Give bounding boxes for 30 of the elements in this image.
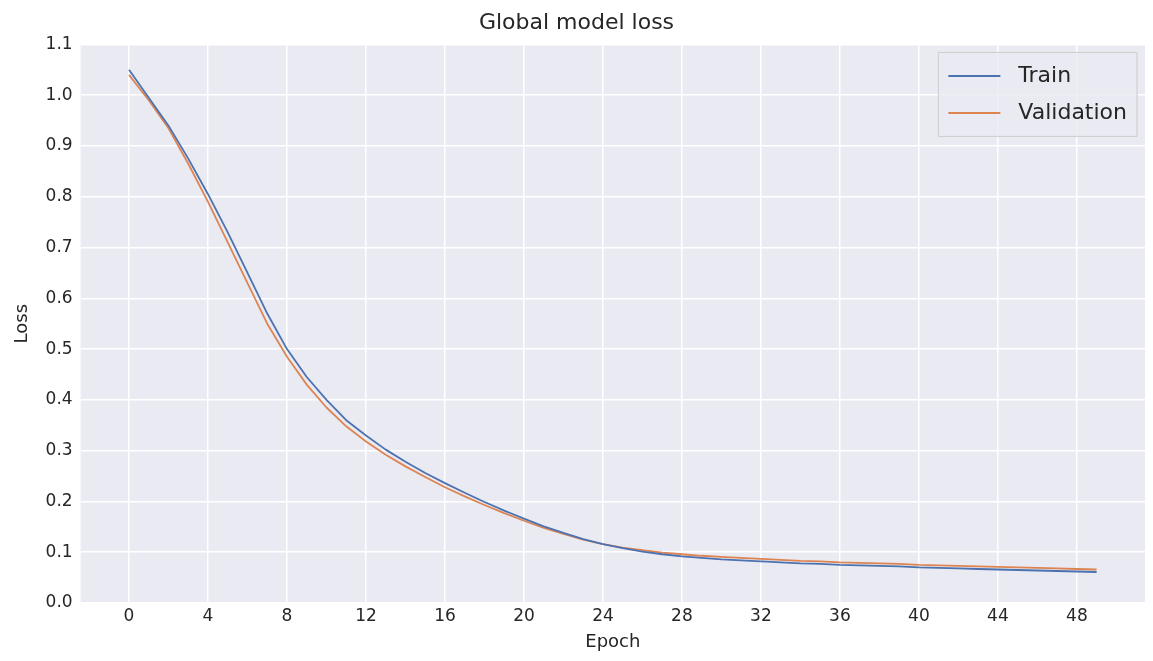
x-tick-label: 36: [829, 604, 851, 625]
y-tick-label: 0.5: [45, 337, 73, 358]
y-tick-label: 1.0: [45, 83, 73, 104]
x-tick-label: 48: [1066, 604, 1088, 625]
x-tick-label: 8: [281, 604, 293, 625]
y-tick-label: 0.3: [45, 439, 73, 460]
y-tick-label: 0.8: [45, 185, 73, 206]
legend-label: Validation: [1018, 98, 1127, 124]
x-tick-label: 40: [908, 604, 930, 625]
x-tick-label: 4: [202, 604, 214, 625]
y-tick-label: 0.2: [45, 489, 73, 510]
x-tick-label: 28: [671, 604, 693, 625]
x-tick-label: 0: [123, 604, 135, 625]
y-tick-label: 0.0: [45, 591, 73, 612]
legend-label: Train: [1017, 61, 1072, 87]
y-axis-title: Loss: [10, 303, 32, 344]
y-tick-label: 0.6: [45, 286, 73, 307]
x-tick-label: 44: [987, 604, 1009, 625]
y-tick-label: 0.9: [45, 134, 73, 155]
x-tick-label: 16: [434, 604, 456, 625]
y-tick-label: 1.1: [45, 32, 73, 53]
y-tick-label: 0.1: [45, 540, 73, 561]
x-tick-label: 24: [592, 604, 614, 625]
y-tick-label: 0.4: [45, 388, 73, 409]
chart-title: Global model loss: [478, 8, 675, 34]
x-tick-label: 12: [355, 604, 377, 625]
y-tick-label: 0.7: [45, 235, 73, 256]
x-axis-title: Epoch: [585, 629, 641, 651]
x-tick-label: 32: [750, 604, 772, 625]
x-tick-label: 20: [513, 604, 535, 625]
